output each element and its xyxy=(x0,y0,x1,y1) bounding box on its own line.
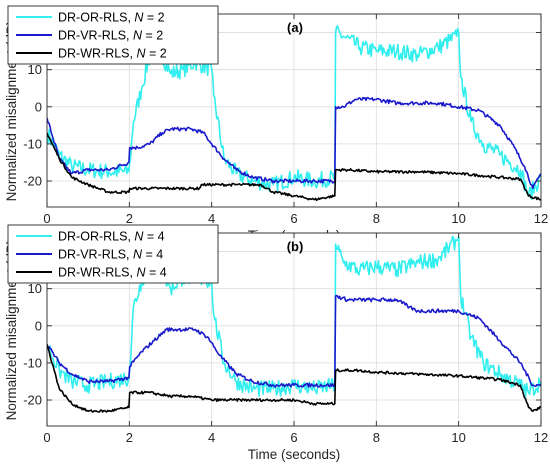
x-tick-label: 8 xyxy=(373,211,380,226)
y-tick-label: 10 xyxy=(28,62,42,77)
y-tick-label: 0 xyxy=(35,318,42,333)
legend-entry: DR-OR-RLS, N = 2 xyxy=(58,11,165,25)
series-line-dr-wr-rls xyxy=(47,132,541,201)
y-tick-label: -10 xyxy=(23,355,42,370)
legend: DR-OR-RLS, N = 4 DR-VR-RLS, N = 4 DR-WR-RL… xyxy=(7,224,219,284)
x-tick-label: 0 xyxy=(43,430,50,445)
series-line-dr-or-rls xyxy=(47,25,541,200)
y-axis-label: Normalized misalignment (dB) xyxy=(4,21,19,202)
x-tick-label: 2 xyxy=(126,430,133,445)
panel-title: (b) xyxy=(287,239,304,254)
y-tick-label: -20 xyxy=(23,393,42,408)
y-tick-label: 0 xyxy=(35,99,42,114)
legend-entry: DR-WR-RLS, N = 2 xyxy=(58,47,167,61)
x-tick-label: 10 xyxy=(451,430,465,445)
x-tick-label: 2 xyxy=(126,211,133,226)
y-axis-label: Normalized misalignment (dB) xyxy=(4,240,19,421)
series-line-dr-vr-rls xyxy=(47,96,541,190)
x-axis-label: Time (seconds) xyxy=(248,447,341,462)
x-tick-label: 10 xyxy=(451,211,465,226)
panel-title: (a) xyxy=(287,20,303,35)
series-line-dr-vr-rls xyxy=(47,294,541,388)
x-tick-label: 12 xyxy=(534,211,548,226)
legend-entry: DR-OR-RLS, N = 4 xyxy=(58,230,165,244)
x-tick-label: 6 xyxy=(290,430,297,445)
legend-entry: DR-WR-RLS, N = 4 xyxy=(58,266,167,280)
x-tick-label: 4 xyxy=(208,430,215,445)
y-tick-label: -10 xyxy=(23,136,42,151)
legend: DR-OR-RLS, N = 2 DR-VR-RLS, N = 2 DR-WR-RL… xyxy=(7,5,219,65)
x-tick-label: 12 xyxy=(534,430,548,445)
x-tick-label: 4 xyxy=(208,211,215,226)
y-tick-label: 10 xyxy=(28,281,42,296)
legend-entry: DR-VR-RLS, N = 2 xyxy=(58,29,163,43)
x-tick-label: 0 xyxy=(43,211,50,226)
x-tick-label: 6 xyxy=(290,211,297,226)
series-line-dr-wr-rls xyxy=(47,344,541,413)
x-tick-label: 8 xyxy=(373,430,380,445)
y-tick-label: -20 xyxy=(23,174,42,189)
legend-entry: DR-VR-RLS, N = 4 xyxy=(58,248,163,262)
